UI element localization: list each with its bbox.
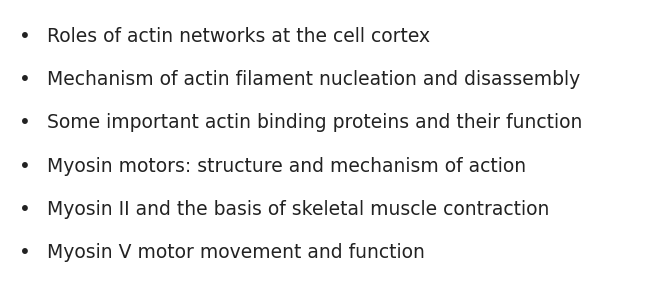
Text: •: • bbox=[19, 27, 31, 46]
Text: Myosin V motor movement and function: Myosin V motor movement and function bbox=[47, 243, 425, 262]
Text: Some important actin binding proteins and their function: Some important actin binding proteins an… bbox=[47, 113, 582, 133]
Text: Myosin motors: structure and mechanism of action: Myosin motors: structure and mechanism o… bbox=[47, 157, 526, 176]
Text: Myosin II and the basis of skeletal muscle contraction: Myosin II and the basis of skeletal musc… bbox=[47, 200, 550, 219]
Text: •: • bbox=[19, 243, 31, 262]
Text: Mechanism of actin filament nucleation and disassembly: Mechanism of actin filament nucleation a… bbox=[47, 70, 580, 89]
Text: •: • bbox=[19, 70, 31, 89]
Text: •: • bbox=[19, 200, 31, 219]
Text: •: • bbox=[19, 157, 31, 176]
Text: •: • bbox=[19, 113, 31, 133]
Text: Roles of actin networks at the cell cortex: Roles of actin networks at the cell cort… bbox=[47, 27, 430, 46]
